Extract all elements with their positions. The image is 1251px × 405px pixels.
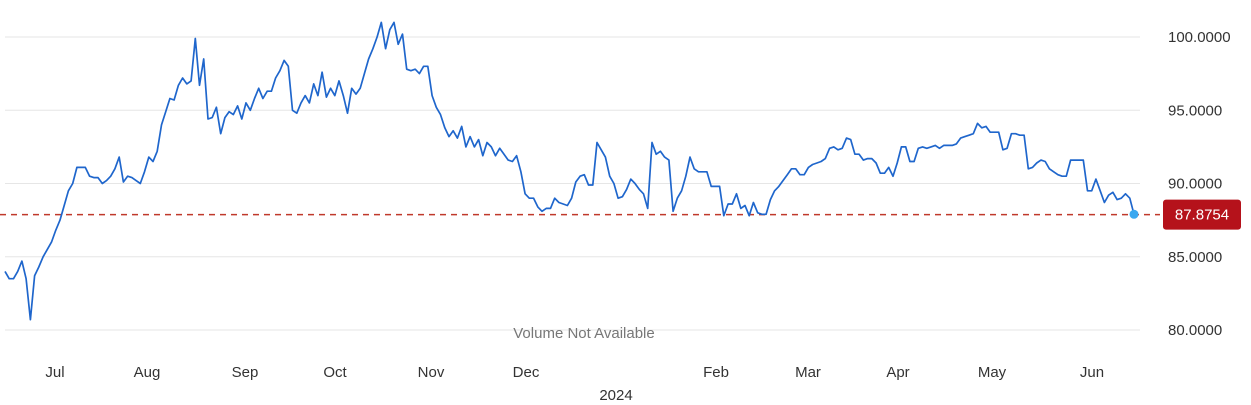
x-tick-label: Jul (45, 364, 64, 381)
y-tick-label: 100.0000 (1168, 29, 1231, 46)
volume-not-available-note: Volume Not Available (513, 325, 654, 342)
x-tick-label: Jun (1080, 364, 1104, 381)
x-axis-tick-labels: Jul Aug Sep Oct Nov Dec Feb Mar Apr May Jun (45, 364, 1104, 381)
x-tick-label: Mar (795, 364, 821, 381)
y-tick-label: 95.0000 (1168, 102, 1222, 119)
x-tick-label: Sep (232, 364, 259, 381)
current-price-badge: 87.8754 (1163, 199, 1241, 230)
y-tick-label: 80.0000 (1168, 322, 1222, 339)
x-tick-label: Nov (418, 364, 445, 381)
x-axis-year-label: 2024 (599, 387, 632, 404)
x-tick-label: Apr (886, 364, 909, 381)
current-price-badge-label: 87.8754 (1175, 207, 1229, 224)
x-tick-label: Aug (134, 364, 161, 381)
y-tick-label: 85.0000 (1168, 249, 1222, 266)
x-tick-label: May (978, 364, 1007, 381)
gridlines (5, 36, 1140, 331)
current-price-badge-background (1163, 199, 1241, 230)
last-price-marker (1129, 209, 1139, 219)
y-tick-label: 90.0000 (1168, 176, 1222, 193)
y-axis-tick-labels: 100.0000 95.0000 90.0000 85.0000 80.0000 (1168, 29, 1231, 339)
x-tick-label: Oct (323, 364, 347, 381)
x-tick-label: Dec (513, 364, 540, 381)
price-series-line (4, 21, 1135, 321)
x-tick-label: Feb (703, 364, 729, 381)
